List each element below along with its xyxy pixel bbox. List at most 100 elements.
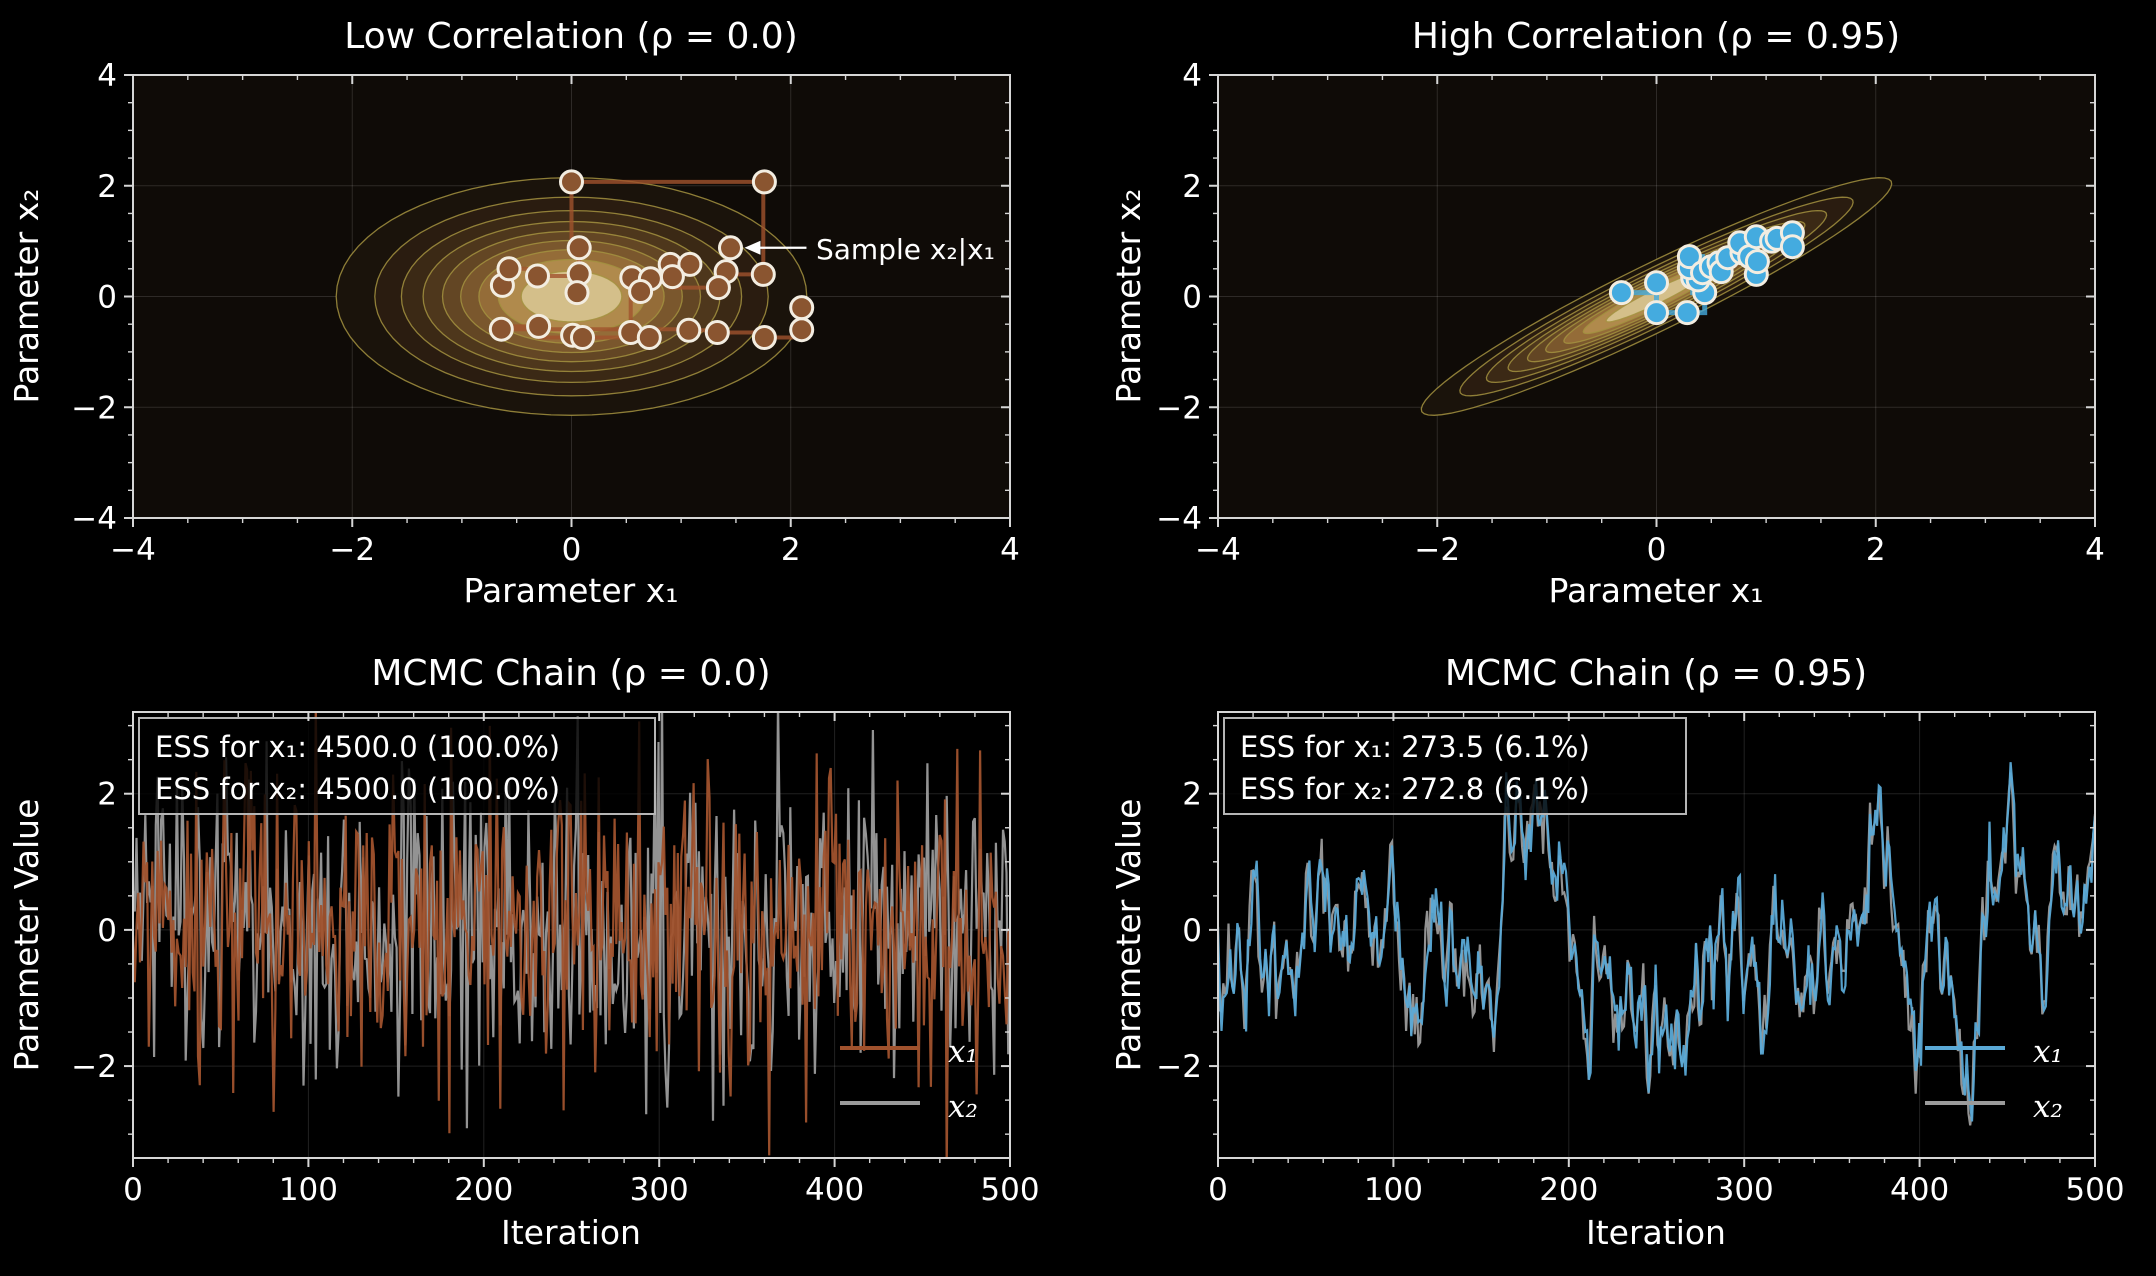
trace-high-canvas: 0 100 200 300 400 500 −2 0 2 — [1156, 711, 2125, 1208]
sample-point — [566, 235, 592, 261]
sample-point — [659, 264, 685, 290]
y-tick-label: −2 — [1156, 390, 1202, 426]
x-tick-label: 300 — [1715, 1172, 1774, 1208]
y-tick-label: 2 — [1182, 777, 1202, 813]
y-tick-label: 0 — [1182, 913, 1202, 949]
x-tick-label: −4 — [1195, 532, 1241, 568]
sample-point — [496, 256, 522, 282]
contour-line — [335, 177, 808, 416]
x-tick-label: 2 — [1866, 532, 1886, 568]
x-tick-label: 300 — [630, 1172, 689, 1208]
x-tick-label: −4 — [110, 532, 156, 568]
trace-low-ylabel: Parameter Value — [7, 799, 46, 1072]
axes-spines — [1217, 711, 2096, 1159]
sample-point — [677, 251, 703, 277]
trace-low-xlabel: Iteration — [501, 1213, 641, 1252]
scatter-low-canvas: −4 −2 0 2 4 −4 −2 0 2 4 — [71, 58, 1020, 568]
y-tick-label: 0 — [1182, 280, 1202, 316]
sample-point — [751, 169, 777, 195]
x-tick-label: 500 — [2065, 1172, 2124, 1208]
contour-line — [422, 220, 721, 373]
contour-line — [374, 196, 769, 397]
x-tick-label: 200 — [1539, 1172, 1598, 1208]
x-tick-label: 0 — [1647, 532, 1667, 568]
trace-high-title: MCMC Chain (ρ = 0.95) — [1445, 653, 1867, 694]
y-tick-label: 2 — [97, 169, 117, 205]
scatter-high-ylabel: Parameter x₂ — [1109, 189, 1148, 404]
x-tick-label: 100 — [1364, 1172, 1423, 1208]
sample-point — [1674, 300, 1700, 326]
sample-point — [570, 325, 595, 350]
y-tick-label: 4 — [1182, 58, 1202, 94]
sample-point — [559, 169, 584, 195]
y-tick-label: 2 — [1182, 169, 1202, 205]
scatter-low-xlabel: Parameter x₁ — [464, 571, 679, 610]
gibbs-step-annotation: Sample x₂|x₁ — [816, 233, 995, 266]
ess-x2-high: ESS for x₂: 272.8 (6.1%) — [1240, 772, 1590, 806]
sample-point — [704, 320, 730, 345]
scatter-low-ylabel: Parameter x₂ — [7, 189, 46, 404]
sample-point — [1644, 270, 1669, 296]
trace-high-xlabel: Iteration — [1586, 1213, 1726, 1252]
sample-point — [636, 325, 662, 350]
y-tick-label: 4 — [97, 58, 117, 94]
x-tick-label: 0 — [123, 1172, 143, 1208]
contour-line — [520, 270, 623, 323]
legend-label-x2-high: x₂ — [2033, 1089, 2063, 1125]
x-tick-label: 100 — [279, 1172, 338, 1208]
axes-spines — [132, 711, 1011, 1159]
sample-point — [1676, 244, 1702, 270]
legend-label-x1-high: x₁ — [2033, 1034, 2063, 1070]
sample-point — [564, 280, 590, 306]
legend-label-x1-low: x₁ — [948, 1034, 978, 1070]
sample-point — [526, 313, 552, 339]
sample-point — [705, 275, 731, 301]
scatter-high-title: High Correlation (ρ = 0.95) — [1412, 16, 1900, 57]
trace-line-x1 — [133, 712, 1010, 1158]
sample-point — [718, 235, 743, 261]
ess-x1-low: ESS for x₁: 4500.0 (100.0%) — [155, 730, 560, 764]
trace-low-canvas: 0 100 200 300 400 500 −2 0 2 — [71, 711, 1040, 1208]
sample-point — [750, 261, 776, 287]
x-tick-label: −2 — [1414, 532, 1460, 568]
sample-point — [1779, 234, 1805, 260]
sample-point — [751, 325, 777, 350]
sample-point — [1608, 280, 1634, 306]
subplot-scatter-high: −4 −2 0 2 4 −4 −2 0 2 4 High Correlation (ρ = 0.9… — [1109, 16, 2105, 610]
x-tick-label: 2 — [781, 532, 801, 568]
contour-line — [400, 209, 743, 384]
ess-x2-low: ESS for x₂: 4500.0 (100.0%) — [155, 772, 560, 806]
y-tick-label: −4 — [1156, 501, 1202, 537]
x-tick-label: 500 — [980, 1172, 1039, 1208]
y-tick-label: −2 — [71, 1049, 117, 1085]
trace-high-ylabel: Parameter Value — [1109, 799, 1148, 1072]
y-tick-label: 0 — [97, 280, 117, 316]
scatter-high-canvas: −4 −2 0 2 4 −4 −2 0 2 4 — [1156, 58, 2105, 568]
ess-x1-high: ESS for x₁: 273.5 (6.1%) — [1240, 730, 1590, 764]
sample-point — [789, 317, 815, 343]
x-tick-label: 200 — [454, 1172, 513, 1208]
y-tick-label: −4 — [71, 501, 117, 537]
sample-point — [525, 263, 550, 289]
subplot-scatter-low: −4 −2 0 2 4 −4 −2 0 2 4 Low Correlation (ρ = 0.0)… — [7, 16, 1020, 610]
x-tick-label: 4 — [1000, 532, 1020, 568]
subplot-trace-high: 0 100 200 300 400 500 −2 0 2 MCMC Chain (ρ = 0.9… — [1109, 653, 2125, 1252]
sample-point — [676, 317, 702, 343]
sample-point — [1744, 249, 1770, 275]
annotation-arrow-head — [744, 240, 761, 255]
x-tick-label: 400 — [1890, 1172, 1949, 1208]
scatter-low-title: Low Correlation (ρ = 0.0) — [344, 16, 798, 57]
legend-label-x2-low: x₂ — [948, 1089, 978, 1125]
x-tick-label: 0 — [562, 532, 582, 568]
x-tick-label: 400 — [805, 1172, 864, 1208]
contour-line — [460, 239, 683, 354]
y-tick-label: 0 — [97, 913, 117, 949]
scatter-high-xlabel: Parameter x₁ — [1549, 571, 1764, 610]
sample-point — [628, 279, 654, 304]
subplot-trace-low: 0 100 200 300 400 500 −2 0 2 MCMC Chain (ρ = 0.0… — [7, 653, 1040, 1252]
trace-line-x1 — [1218, 762, 2095, 1122]
ess-box — [1223, 717, 1687, 815]
sample-point — [789, 295, 815, 321]
